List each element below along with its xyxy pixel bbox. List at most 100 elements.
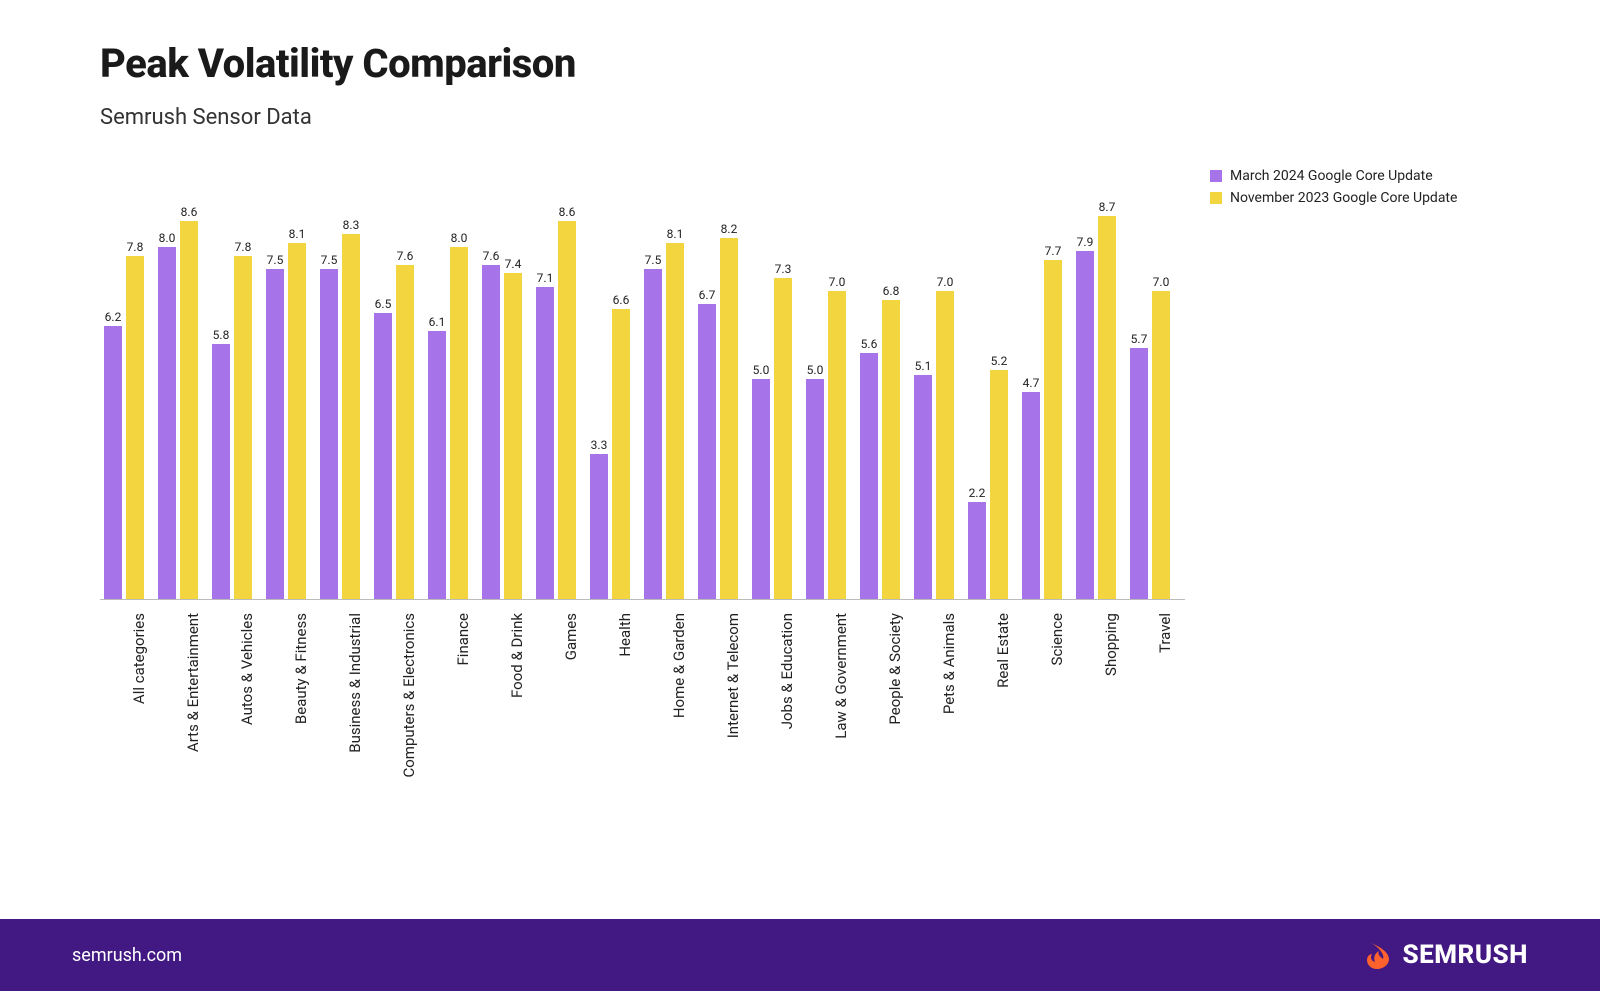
bar <box>1098 216 1116 599</box>
bar-value-label: 8.6 <box>174 205 204 219</box>
bar <box>1130 348 1148 599</box>
bar-value-label: 7.6 <box>390 249 420 263</box>
bar-value-label: 2.2 <box>962 486 992 500</box>
x-tick-label: Shopping <box>1102 613 1120 676</box>
x-tick-label: Health <box>616 613 634 657</box>
bar-value-label: 7.5 <box>638 253 668 267</box>
x-tick-label: Finance <box>454 613 472 665</box>
bar <box>968 502 986 599</box>
footer-url: semrush.com <box>72 945 182 966</box>
chart: 6.27.88.08.65.87.87.58.17.58.36.57.66.18… <box>100 160 1500 820</box>
bar-group: 7.18.6 <box>536 160 576 599</box>
bar-group: 8.08.6 <box>158 160 198 599</box>
bar-group: 5.07.3 <box>752 160 792 599</box>
bar <box>590 454 608 599</box>
bar <box>288 243 306 599</box>
bar-value-label: 8.7 <box>1092 200 1122 214</box>
bar-group: 6.27.8 <box>104 160 144 599</box>
bar-value-label: 8.0 <box>444 231 474 245</box>
bar <box>752 379 770 599</box>
x-tick-label: Computers & Electronics <box>400 613 418 778</box>
x-tick-label: Beauty & Fitness <box>292 613 310 724</box>
bar <box>860 353 878 599</box>
bar-group: 6.57.6 <box>374 160 414 599</box>
bar <box>936 291 954 599</box>
x-tick-label: Arts & Entertainment <box>184 613 202 752</box>
bar <box>644 269 662 599</box>
legend-item: March 2024 Google Core Update <box>1210 168 1457 184</box>
bar-value-label: 7.1 <box>530 271 560 285</box>
legend-item: November 2023 Google Core Update <box>1210 190 1457 206</box>
bar <box>342 234 360 599</box>
bar-group: 4.77.7 <box>1022 160 1062 599</box>
bar <box>266 269 284 599</box>
bar-value-label: 7.9 <box>1070 235 1100 249</box>
x-tick-label: Travel <box>1156 613 1174 653</box>
bar-group: 7.58.1 <box>266 160 306 599</box>
bar-value-label: 7.5 <box>314 253 344 267</box>
bar-value-label: 5.0 <box>746 363 776 377</box>
bar-group: 6.18.0 <box>428 160 468 599</box>
bar <box>914 375 932 599</box>
legend: March 2024 Google Core Update November 20… <box>1210 168 1457 212</box>
footer: semrush.com SEMRUSH <box>0 919 1600 991</box>
bar <box>558 221 576 599</box>
bar-value-label: 7.8 <box>120 240 150 254</box>
x-tick-label: Pets & Animals <box>940 613 958 714</box>
bar <box>720 238 738 599</box>
bar-value-label: 6.5 <box>368 297 398 311</box>
bar <box>698 304 716 599</box>
bar-value-label: 6.2 <box>98 310 128 324</box>
bar-group: 5.07.0 <box>806 160 846 599</box>
x-tick-label: Home & Garden <box>670 613 688 718</box>
bar <box>126 256 144 599</box>
bar <box>158 247 176 599</box>
x-tick-label: Law & Government <box>832 613 850 739</box>
bar <box>1076 251 1094 599</box>
bar-value-label: 7.0 <box>930 275 960 289</box>
bar-value-label: 8.1 <box>282 227 312 241</box>
plot-area: 6.27.88.08.65.87.87.58.17.58.36.57.66.18… <box>100 160 1185 600</box>
bar <box>882 300 900 599</box>
bar <box>180 221 198 599</box>
bar <box>212 344 230 599</box>
bar-value-label: 5.2 <box>984 354 1014 368</box>
bar-value-label: 7.0 <box>822 275 852 289</box>
bar-value-label: 3.3 <box>584 438 614 452</box>
bar-group: 3.36.6 <box>590 160 630 599</box>
bar-group: 7.67.4 <box>482 160 522 599</box>
bar-value-label: 6.8 <box>876 284 906 298</box>
bar-value-label: 8.0 <box>152 231 182 245</box>
bar-value-label: 7.4 <box>498 257 528 271</box>
x-tick-label: Real Estate <box>994 613 1012 688</box>
legend-swatch <box>1210 170 1222 182</box>
brand-text: SEMRUSH <box>1403 940 1528 970</box>
bar <box>104 326 122 599</box>
bar-group: 5.87.8 <box>212 160 252 599</box>
bar-value-label: 5.8 <box>206 328 236 342</box>
bar-value-label: 8.1 <box>660 227 690 241</box>
x-tick-label: Food & Drink <box>508 613 526 698</box>
bar-value-label: 8.6 <box>552 205 582 219</box>
bar-value-label: 5.0 <box>800 363 830 377</box>
x-tick-label: Science <box>1048 613 1066 665</box>
x-tick-label: Internet & Telecom <box>724 613 742 738</box>
bar-value-label: 4.7 <box>1016 376 1046 390</box>
footer-brand: SEMRUSH <box>1361 939 1528 971</box>
legend-label: November 2023 Google Core Update <box>1230 190 1457 206</box>
x-tick-label: Jobs & Education <box>778 613 796 729</box>
bar-group: 7.58.3 <box>320 160 360 599</box>
flame-icon <box>1361 939 1393 971</box>
x-axis: All categoriesArts & EntertainmentAutos … <box>100 605 1185 885</box>
chart-subtitle: Semrush Sensor Data <box>100 105 1500 130</box>
bar-value-label: 7.7 <box>1038 244 1068 258</box>
bar <box>234 256 252 599</box>
bar-value-label: 7.3 <box>768 262 798 276</box>
chart-title: Peak Volatility Comparison <box>100 40 1500 87</box>
bar-value-label: 6.7 <box>692 288 722 302</box>
bar-value-label: 7.8 <box>228 240 258 254</box>
bar <box>396 265 414 599</box>
bar <box>320 269 338 599</box>
bar <box>1044 260 1062 599</box>
bar <box>828 291 846 599</box>
